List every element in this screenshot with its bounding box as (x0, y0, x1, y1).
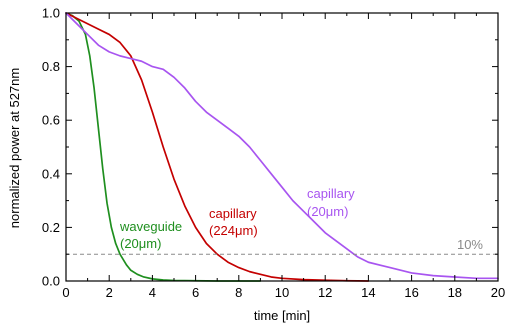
y-tick-label: 0.2 (42, 220, 60, 235)
y-tick-label: 1.0 (42, 6, 60, 21)
threshold-label: 10% (457, 237, 483, 252)
series-label-waveguide-line-2: (20μm) (120, 236, 161, 251)
series-label-capillary-224-line-1: capillary (209, 206, 257, 221)
x-tick-label: 4 (149, 285, 156, 300)
series-label-capillary-224-line-2: (224μm) (209, 223, 258, 238)
x-tick-label: 8 (235, 285, 242, 300)
x-tick-label: 20 (491, 285, 505, 300)
series-label-capillary-20-line-1: capillary (307, 186, 355, 201)
series-label-capillary-20-line-2: (20μm) (307, 204, 348, 219)
x-tick-label: 16 (404, 285, 418, 300)
y-tick-label: 0.4 (42, 166, 60, 181)
series-label-waveguide: waveguide (20μm) (119, 219, 182, 251)
y-tick-label: 0.8 (42, 59, 60, 74)
series-label-capillary-20: capillary (20μm) (307, 186, 355, 219)
x-tick-label: 12 (318, 285, 332, 300)
x-tick-label: 0 (62, 285, 69, 300)
x-tick-label: 10 (275, 285, 289, 300)
series-label-capillary-224: capillary (224μm) (209, 206, 258, 238)
tick-layer: 0 2 4 6 8 10 12 14 16 18 20 0.0 0.2 0.4 0.6 0.8 1.0 (42, 6, 505, 301)
y-axis-label: normalized power at 527nm (7, 68, 22, 228)
series-label-waveguide-line-1: waveguide (119, 219, 182, 234)
series-line-capillary-20 (65, 12, 499, 280)
y-tick-label: 0.6 (42, 113, 60, 128)
x-tick-label: 14 (361, 285, 375, 300)
y-tick-label: 0.0 (42, 274, 60, 289)
x-axis-label: time [min] (254, 308, 310, 323)
x-tick-label: 6 (192, 285, 199, 300)
x-tick-label: 18 (448, 285, 462, 300)
x-tick-label: 2 (106, 285, 113, 300)
